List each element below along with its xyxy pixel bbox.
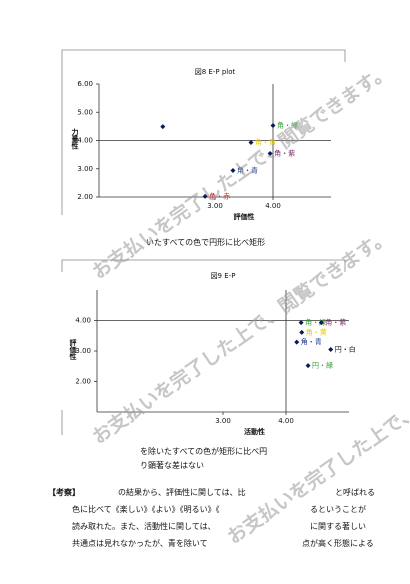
y-tick-label: 5.00: [77, 108, 93, 116]
point-label: 円・緑: [312, 361, 333, 370]
body-text: に関する著しい: [310, 521, 366, 531]
heading: 【考察】: [48, 487, 80, 497]
point: [298, 320, 304, 326]
y-tick-label: 4.00: [75, 317, 91, 325]
point: [328, 346, 334, 352]
point: [299, 329, 305, 335]
body-text: 点が高く形態による: [302, 538, 374, 548]
body-text: るということが: [310, 504, 366, 514]
x-tick-label: 4.00: [278, 417, 294, 425]
y-tick-label: 3.00: [77, 165, 93, 173]
x-tick-label: 4.00: [265, 202, 281, 210]
point: [202, 193, 208, 199]
point-label: 角・紫: [325, 318, 346, 327]
point: [267, 150, 273, 156]
point: [318, 320, 324, 326]
caption: を除いたすべての色が矩形に比べ円: [140, 446, 267, 456]
point-label: 角・黄: [255, 137, 276, 146]
charts: 図8 E-P plot 2.00 3.00 4.00 5.00 6.00 3.00 4.00 評…: [69, 68, 356, 436]
point: [160, 124, 166, 130]
x-tick-label: 3.00: [207, 202, 223, 210]
chart-title: 図8 E-P plot: [195, 68, 236, 76]
body-text: 共通点は見れなかったが、青を除いて: [72, 538, 208, 548]
x-tick-label: 3.00: [215, 417, 231, 425]
body-text: の結果から、評価性に関しては、比: [118, 487, 246, 497]
point-label: 円・白: [335, 344, 356, 353]
caption: り顕著な差はない: [140, 460, 204, 470]
y-tick-label: 2.00: [77, 193, 93, 201]
point-label: 角・緑: [305, 318, 326, 327]
point-label: 角・青: [237, 165, 258, 174]
figure-frame: [61, 49, 346, 215]
y-tick-label: 2.00: [75, 378, 91, 386]
body-text: と呼ばれる: [335, 487, 375, 497]
chart-title: 図9 E-P: [211, 272, 236, 280]
point-label: 角・緑: [277, 121, 298, 130]
point-label: 角・赤: [209, 191, 230, 200]
body-text: 色に比べて《楽しい》《よい》《明るい》《: [72, 504, 220, 514]
body-text: 読み取れた。また、活動性に関しては、: [72, 521, 216, 531]
point: [230, 167, 236, 173]
point-label: 角・青: [301, 337, 322, 346]
point: [294, 339, 300, 345]
y-axis-label: 力量性: [71, 128, 79, 151]
point: [248, 139, 254, 145]
y-tick-label: 4.00: [77, 137, 93, 145]
x-axis-label: 活動性: [244, 427, 265, 436]
y-axis-label: 評価性: [69, 338, 78, 361]
point-label: 角・紫: [274, 148, 295, 157]
figure-frame: [61, 259, 346, 272]
y-tick-label: 3.00: [75, 347, 91, 355]
x-axis-label: 評価性: [234, 212, 255, 221]
y-tick-label: 6.00: [77, 80, 93, 88]
point: [305, 363, 311, 369]
point-label: 角・黄: [306, 327, 327, 336]
point: [270, 123, 276, 129]
caption: いたすべての色で円形に比べ矩形: [146, 237, 265, 247]
